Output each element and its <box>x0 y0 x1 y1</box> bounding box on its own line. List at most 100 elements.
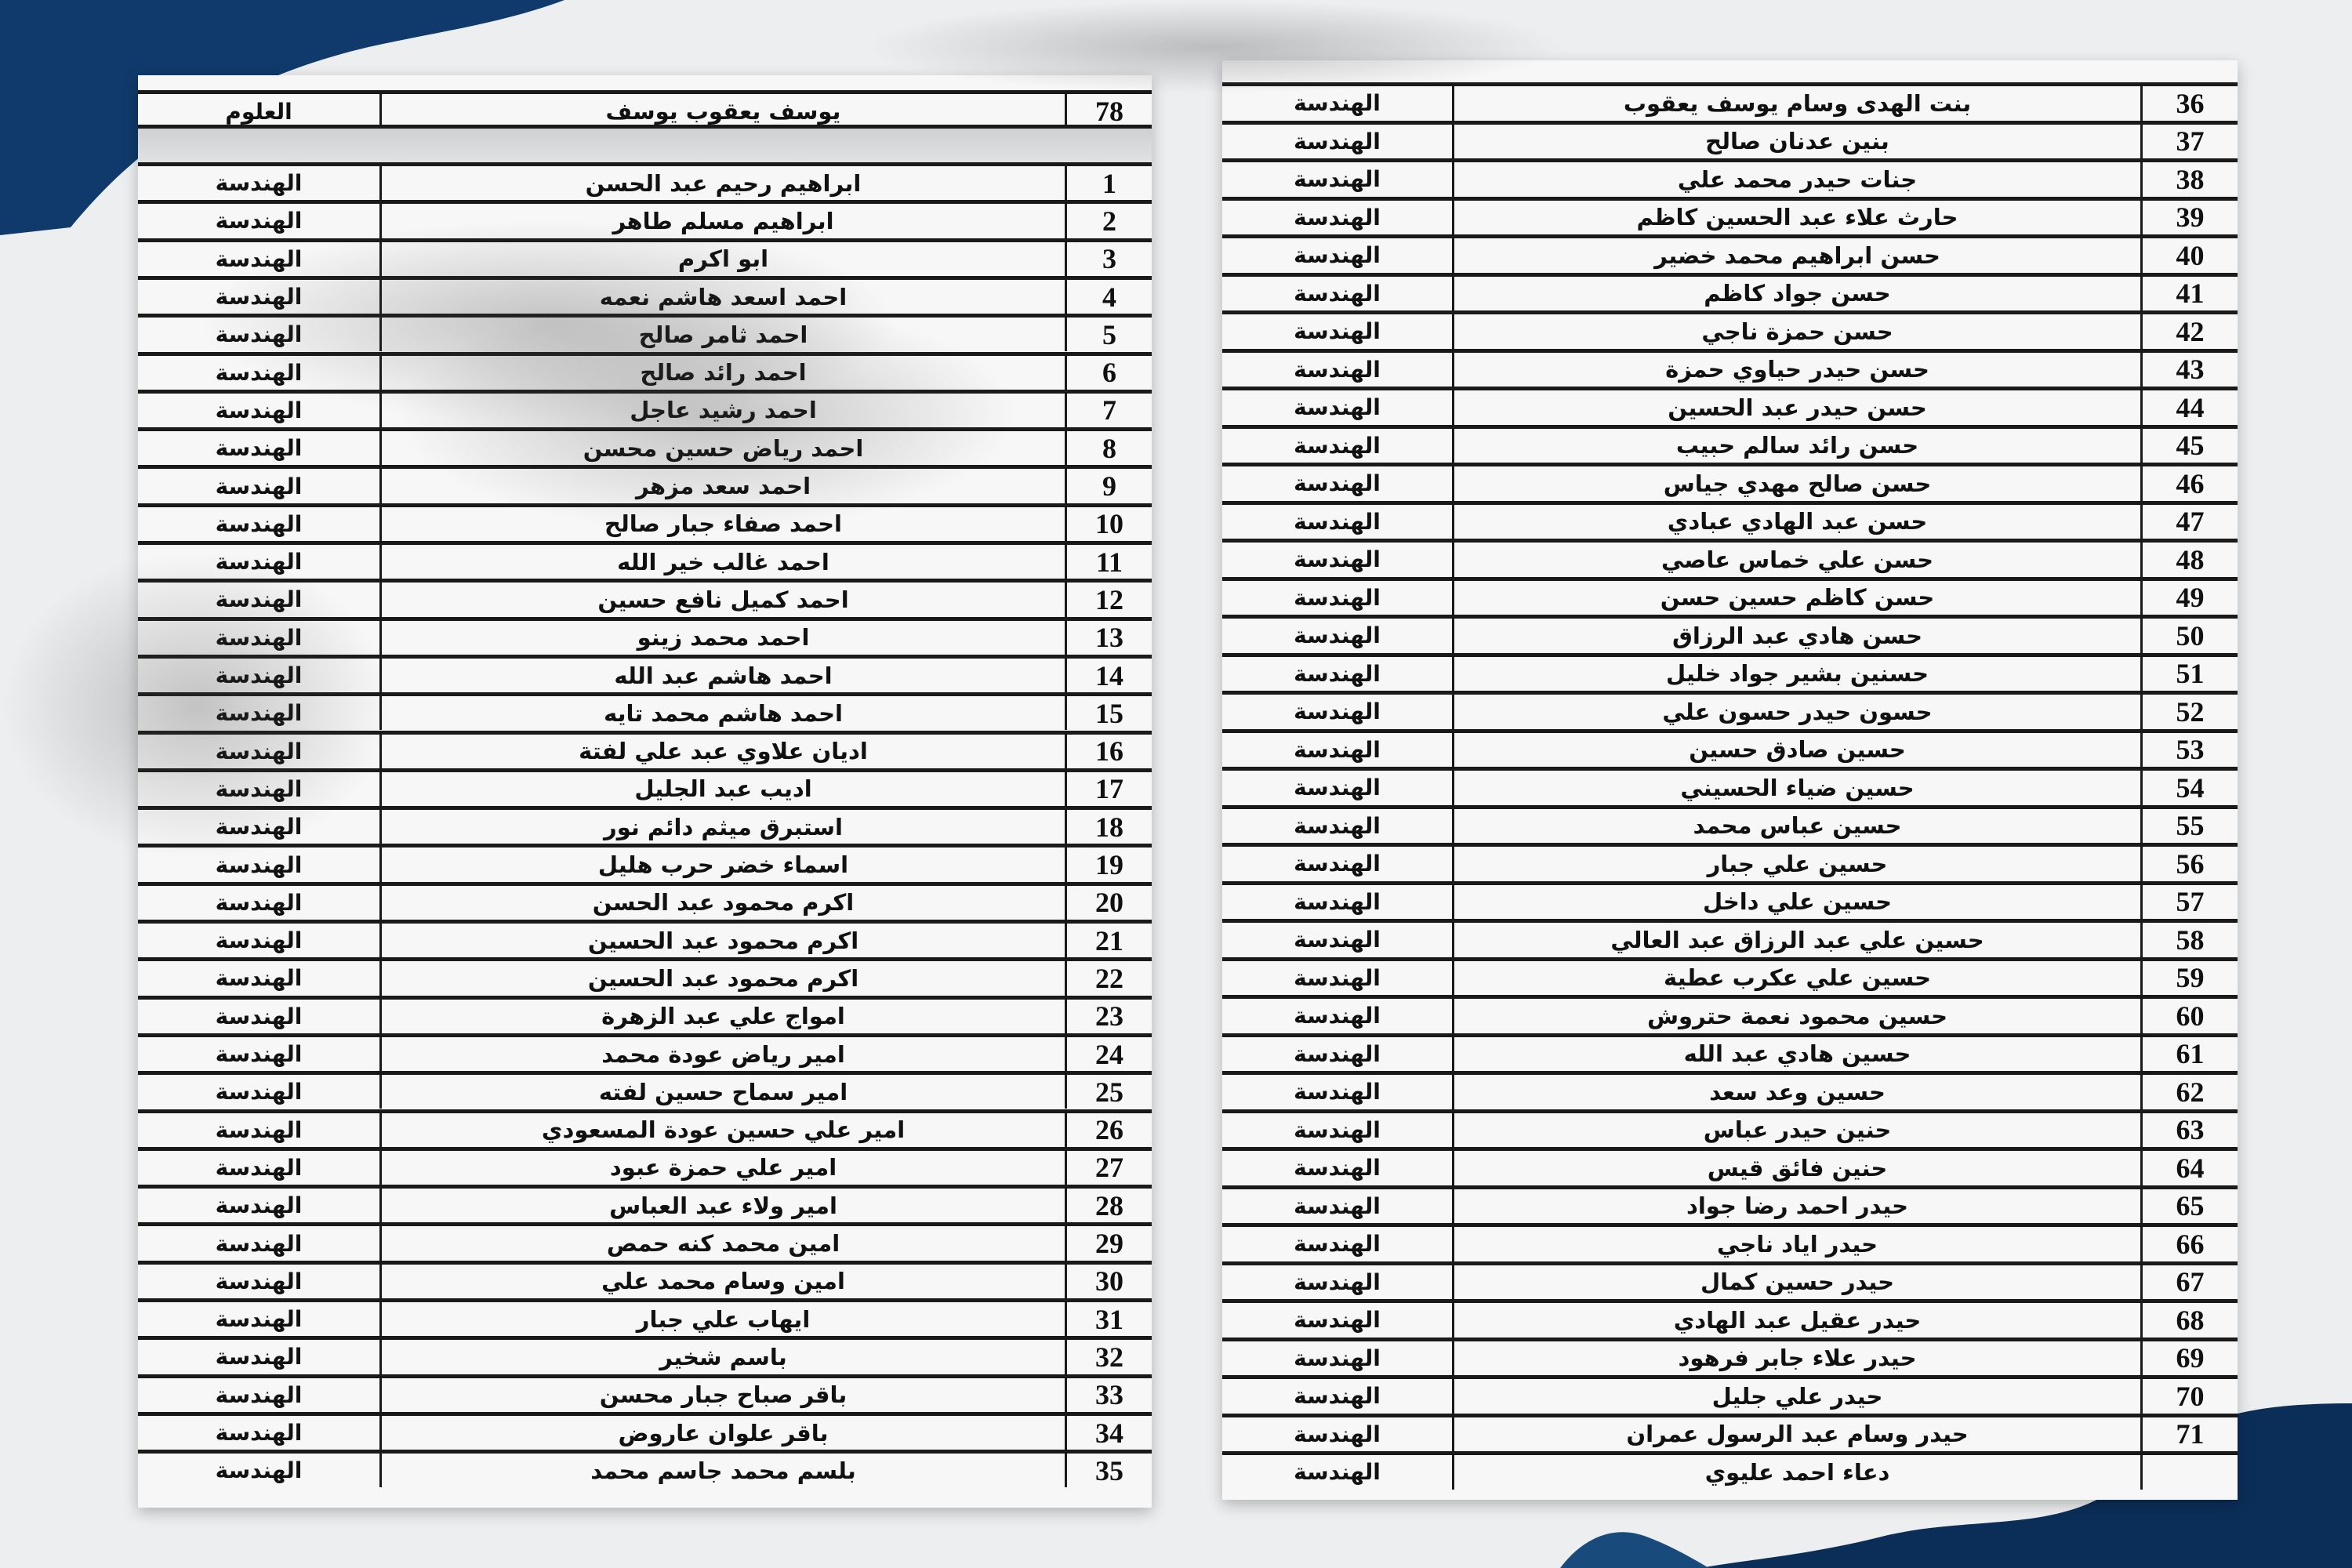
row-department: الهندسة <box>215 1230 303 1257</box>
table-row: 59 حسين علي عكرب عطية الهندسة <box>1222 956 2238 995</box>
row-department: الهندسة <box>215 435 303 462</box>
row-name: حسين علي عبد الرزاق عبد العالي <box>1452 923 2140 957</box>
table-row: 56 حسين علي جبار الهندسة <box>1222 843 2238 881</box>
row-department: الهندسة <box>215 586 303 613</box>
top-left-blue-shape <box>0 0 564 235</box>
table-row: 47 حسن عبد الهادي عبادي الهندسة <box>1222 500 2238 539</box>
row-number: 51 <box>2140 656 2238 691</box>
row-department: الهندسة <box>1294 470 1381 497</box>
row-number: 38 <box>2140 162 2238 197</box>
row-department: الهندسة <box>1294 166 1381 193</box>
table-row: 62 حسين وعد سعد الهندسة <box>1222 1071 2238 1109</box>
row-department: الهندسة <box>215 814 303 840</box>
row-number: 21 <box>1065 924 1152 958</box>
row-department: الهندسة <box>1294 1269 1381 1295</box>
row-name: حسون حيدر حسون علي <box>1452 695 2140 729</box>
row-name: حسن ابراهيم محمد خضير <box>1452 238 2140 273</box>
row-name: حيدر علاء جابر فرهود <box>1452 1341 2140 1375</box>
row-department: الهندسة <box>1294 356 1381 383</box>
row-department: الهندسة <box>215 662 303 689</box>
row-name: حسين علي عكرب عطية <box>1452 960 2140 995</box>
table-row: 36 بنت الهدى وسام يوسف يعقوب الهندسة <box>1222 82 2238 121</box>
table-row: 61 حسين هادي عبد الله الهندسة <box>1222 1033 2238 1071</box>
row-department: الهندسة <box>215 1457 303 1484</box>
row-department: الهندسة <box>1294 927 1381 953</box>
row-name: حسن عبد الهادي عبادي <box>1452 504 2140 539</box>
table-row: 17 اديب عبد الجليل الهندسة <box>138 768 1152 807</box>
row-department: الهندسة <box>215 1154 303 1181</box>
row-number: 22 <box>1065 961 1152 996</box>
row-name: ابو اكرم <box>379 241 1065 276</box>
row-department: الهندسة <box>1294 1231 1381 1258</box>
row-department: الهندسة <box>215 359 303 386</box>
row-number: 55 <box>2140 808 2238 843</box>
row-department: الهندسة <box>1294 508 1381 535</box>
table-row: 6 احمد رائد صالح الهندسة <box>138 351 1152 390</box>
row-name: باقر علوان عاروض <box>379 1415 1065 1450</box>
row-name: ايهاب علي جبار <box>379 1302 1065 1337</box>
row-name: احمد رياض حسين محسن <box>379 431 1065 466</box>
row-name: باقر صباح جبار محسن <box>379 1377 1065 1412</box>
row-number: 61 <box>2140 1036 2238 1071</box>
row-department: الهندسة <box>215 549 303 575</box>
table-row: 67 حيدر حسين كمال الهندسة <box>1222 1261 2238 1299</box>
row-number: 67 <box>2140 1265 2238 1299</box>
row-department: الهندسة <box>1294 242 1381 269</box>
table-row: 45 حسن رائد سالم حبيب الهندسة <box>1222 424 2238 463</box>
row-department: الهندسة <box>215 1306 303 1333</box>
table-row: 57 حسين علي داخل الهندسة <box>1222 880 2238 919</box>
table-row: 42 حسن حمزة ناجي الهندسة <box>1222 310 2238 349</box>
row-department: الهندسة <box>1294 622 1381 649</box>
row-name: حسين علي جبار <box>1452 847 2140 881</box>
row-name: حنين فائق قيس <box>1452 1151 2140 1185</box>
row-name: احمد غالب خير الله <box>379 545 1065 579</box>
row-number: 24 <box>1065 1036 1152 1072</box>
row-department: الهندسة <box>215 1041 303 1068</box>
row-number: 57 <box>2140 884 2238 919</box>
table-row: 28 امير ولاء عبد العباس الهندسة <box>138 1185 1152 1223</box>
table-row: 64 حنين فائق قيس الهندسة <box>1222 1147 2238 1185</box>
table-row: 22 اكرم محمود عبد الحسين الهندسة <box>138 957 1152 996</box>
row-department: الهندسة <box>1294 1345 1381 1371</box>
row-department: الهندسة <box>1294 1192 1381 1219</box>
table-row: 37 بنين عدنان صالح الهندسة <box>1222 120 2238 158</box>
row-number: 13 <box>1065 620 1152 655</box>
row-department: الهندسة <box>1294 204 1381 230</box>
row-name: حسنين بشير جواد خليل <box>1452 656 2140 691</box>
row-department: الهندسة <box>215 700 303 727</box>
row-number: 42 <box>2140 314 2238 349</box>
row-number: 47 <box>2140 504 2238 539</box>
table-row: 66 حيدر اياد ناجي الهندسة <box>1222 1223 2238 1261</box>
row-department: الهندسة <box>1294 1155 1381 1181</box>
row-number: 41 <box>2140 276 2238 310</box>
row-name: حسن حمزة ناجي <box>1452 314 2140 349</box>
row-number: 45 <box>2140 428 2238 463</box>
row-number: 65 <box>2140 1189 2238 1223</box>
row-name: اسماء خضر حرب هليل <box>379 848 1065 882</box>
table-row: 8 احمد رياض حسين محسن الهندسة <box>138 427 1152 466</box>
row-number: 4 <box>1065 279 1152 314</box>
row-name: امير علي حمزة عبود <box>379 1150 1065 1185</box>
row-name: احمد رشيد عاجل <box>379 393 1065 428</box>
row-number: 15 <box>1065 696 1152 731</box>
row-number: 40 <box>2140 238 2238 273</box>
row-name: احمد اسعد هاشم نعمه <box>379 279 1065 314</box>
table-row: 9 احمد سعد مزهر الهندسة <box>138 465 1152 503</box>
table-row: 52 حسون حيدر حسون علي الهندسة <box>1222 691 2238 729</box>
row-number: 32 <box>1065 1340 1152 1374</box>
table-row: 55 حسين عباس محمد الهندسة <box>1222 804 2238 843</box>
table-row: 60 حسين محمود نعمة حتروش الهندسة <box>1222 995 2238 1033</box>
row-number: 68 <box>2140 1303 2238 1338</box>
row-name: حيدر علي جليل <box>1452 1379 2140 1414</box>
table-row: 26 امير علي حسين عودة المسعودي الهندسة <box>138 1109 1152 1147</box>
row-name: اكرم محمود عبد الحسين <box>379 961 1065 996</box>
bottom-blue-wave <box>1560 1532 1709 1568</box>
row-number: 49 <box>2140 580 2238 615</box>
row-name: حسن صالح مهدي جياس <box>1452 466 2140 501</box>
row-department: الهندسة <box>215 510 303 537</box>
row-number: 18 <box>1065 810 1152 844</box>
row-department: الهندسة <box>215 1192 303 1219</box>
row-number: 30 <box>1065 1264 1152 1298</box>
table-row: 46 حسن صالح مهدي جياس الهندسة <box>1222 463 2238 501</box>
row-name: احمد سعد مزهر <box>379 469 1065 503</box>
